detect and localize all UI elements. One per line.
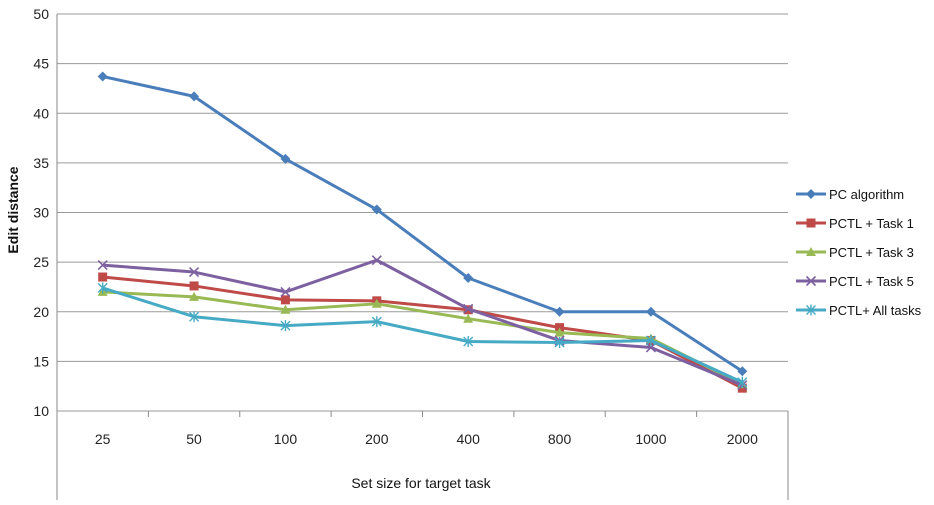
series-3-point-0 [97, 260, 108, 271]
series-3-point-2 [280, 286, 291, 297]
legend-swatch-marker-0 [806, 189, 816, 199]
legend-entry-1: PCTL + Task 1 [796, 216, 914, 231]
legend-entry-0: PC algorithm [796, 187, 904, 202]
series-4 [97, 282, 748, 388]
series-0-point-1 [189, 91, 200, 102]
series-lines [97, 71, 748, 393]
legend-swatch-marker-4 [806, 304, 816, 316]
series-4-point-7 [737, 376, 748, 388]
y-tick-label-30: 30 [33, 205, 49, 221]
x-axis-title: Set size for target task [351, 475, 491, 491]
legend-swatch-marker-3 [805, 275, 817, 287]
legend-entry-4: PCTL+ All tasks [796, 303, 922, 318]
series-4-point-4 [463, 336, 474, 348]
y-tick-label-45: 45 [33, 56, 49, 72]
series-4-point-1 [189, 311, 200, 323]
y-axis-title: Edit distance [5, 166, 21, 253]
x-tick-label-400: 400 [457, 431, 481, 447]
series-1-point-0 [98, 272, 108, 282]
x-tick-label-100: 100 [274, 431, 298, 447]
series-0-point-7 [737, 366, 748, 377]
series-0-point-4 [463, 273, 474, 284]
legend: PC algorithm PCTL + Task 1 PCTL + Task 3 PC… [796, 187, 922, 318]
x-tick-label-1000: 1000 [635, 431, 666, 447]
series-0-point-2 [280, 153, 291, 164]
series-2-point-4 [463, 313, 474, 323]
series-0-point-3 [371, 204, 382, 215]
series-4-point-6 [645, 335, 656, 347]
series-3 [97, 255, 748, 391]
y-tick-label-50: 50 [33, 6, 49, 22]
series-0-point-6 [645, 306, 656, 317]
x-tick-label-25: 25 [95, 431, 111, 447]
y-tick-label-40: 40 [33, 105, 49, 121]
series-4-point-3 [371, 316, 382, 328]
series-0-point-5 [554, 306, 565, 317]
y-tick-label-10: 10 [33, 403, 49, 419]
legend-entry-3: PCTL + Task 5 [796, 274, 914, 289]
x-tick-label-2000: 2000 [727, 431, 758, 447]
legend-swatch-marker-3-stroke-b [805, 275, 817, 287]
y-tick-label-35: 35 [33, 155, 49, 171]
series-3-point-2-stroke-b [280, 286, 291, 297]
legend-swatch-marker-1 [806, 218, 816, 228]
x-tick-label-50: 50 [186, 431, 202, 447]
y-tick-label-15: 15 [33, 353, 49, 369]
series-2-point-5 [554, 327, 565, 337]
series-4-point-0 [97, 282, 108, 294]
series-2-point-1 [189, 291, 200, 301]
series-4-point-5 [554, 337, 565, 349]
series-1-point-2 [280, 295, 290, 305]
axes: 10 15 20 25 30 35 40 45 50 25 50 100 200 400 800 1000 20… [33, 6, 789, 500]
x-tick-label-200: 200 [365, 431, 389, 447]
series-line-0 [102, 75, 744, 373]
series-1-point-1 [189, 281, 199, 291]
series-4-point-2 [280, 320, 291, 332]
series-3-point-0-stroke-b [97, 260, 108, 271]
legend-label-1: PCTL + Task 1 [829, 216, 914, 231]
legend-label-3: PCTL + Task 5 [829, 274, 914, 289]
legend-swatch-marker-2 [806, 247, 816, 256]
series-3-point-3-stroke-b [371, 255, 382, 266]
series-2-point-2 [280, 304, 291, 314]
legend-entry-2: PCTL + Task 3 [796, 245, 914, 260]
series-3-point-4 [463, 303, 474, 314]
y-tick-label-25: 25 [33, 254, 49, 270]
series-2-point-3 [371, 298, 382, 308]
series-0-point-0 [97, 71, 108, 82]
series-line-3 [102, 258, 743, 387]
legend-label-2: PCTL + Task 3 [829, 245, 914, 260]
series-3-point-1-stroke-b [188, 266, 200, 278]
legend-label-0: PC algorithm [829, 187, 904, 202]
series-2 [97, 286, 748, 389]
series-3-point-4-stroke-b [463, 303, 474, 314]
series-0 [97, 71, 748, 377]
series-line-2 [102, 290, 743, 386]
x-tick-label-800: 800 [548, 431, 572, 447]
y-tick-label-20: 20 [33, 304, 49, 320]
legend-label-4: PCTL+ All tasks [829, 303, 922, 318]
series-3-point-3 [371, 255, 382, 266]
series-3-point-1 [188, 266, 200, 278]
series-line-4 [102, 286, 743, 384]
